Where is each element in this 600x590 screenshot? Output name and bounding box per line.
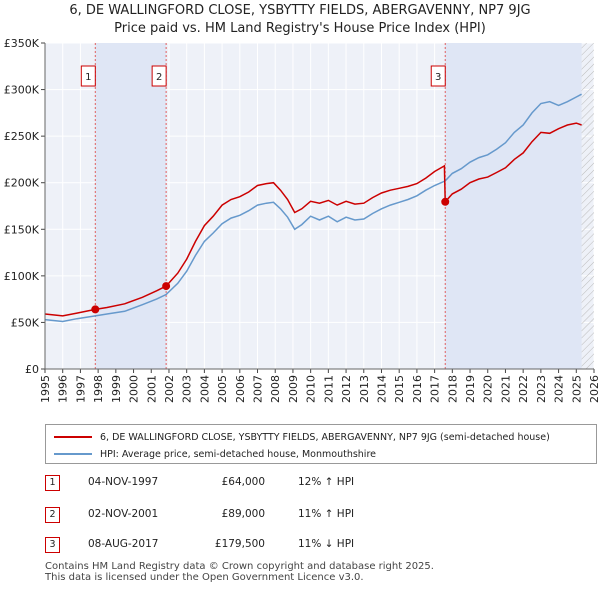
sale-label-box — [430, 65, 446, 87]
sale-label-number: 3 — [435, 72, 441, 83]
sale-number-badge: 2 — [45, 507, 60, 523]
y-tick-label: £250K — [4, 130, 40, 143]
sale-hpi-change: 11% ↑ HPI — [298, 508, 355, 520]
sale-number-badge: 3 — [45, 537, 60, 553]
sale-label-number: 1 — [85, 72, 91, 83]
x-tick-label: 2005 — [216, 375, 229, 403]
x-tick-label: 2003 — [181, 375, 194, 403]
x-tick-label: 2015 — [393, 375, 406, 403]
legend-label-hpi: HPI: Average price, semi-detached house,… — [100, 448, 376, 460]
sale-label-number: 2 — [156, 72, 162, 83]
x-tick-label: 2021 — [499, 375, 512, 403]
x-tick-label: 2023 — [535, 375, 548, 403]
x-tick-label: 2001 — [145, 375, 158, 403]
x-tick-label: 2002 — [163, 375, 176, 403]
x-tick-label: 1998 — [92, 375, 105, 403]
x-tick-label: 2018 — [446, 375, 459, 403]
chart-title: 6, DE WALLINGFORD CLOSE, YSBYTTY FIELDS,… — [69, 3, 531, 18]
x-tick-label: 1997 — [74, 375, 87, 403]
x-tick-label: 2026 — [588, 375, 600, 403]
hpi-line — [44, 93, 582, 323]
sale-period-shade — [95, 43, 167, 369]
x-tick-label: 2014 — [375, 375, 388, 403]
sale-number-badge: 1 — [45, 475, 60, 491]
x-tick-label: 2009 — [287, 375, 300, 403]
y-tick-label: £350K — [4, 37, 40, 50]
chart-subtitle: Price paid vs. HM Land Registry's House … — [114, 21, 486, 36]
legend-item-property: 6, DE WALLINGFORD CLOSE, YSBYTTY FIELDS,… — [54, 429, 550, 445]
legend-item-hpi: HPI: Average price, semi-detached house,… — [54, 446, 376, 462]
y-tick-label: £200K — [4, 177, 40, 190]
x-tick-label: 2006 — [234, 375, 247, 403]
x-tick-label: 2019 — [464, 375, 477, 403]
series-lines — [44, 93, 582, 323]
x-tick-label: 2020 — [482, 375, 495, 403]
y-tick-label: £0 — [25, 363, 39, 376]
x-tick-label: 2004 — [198, 375, 211, 403]
legend-swatch-hpi — [54, 453, 92, 455]
x-tick-label: 2017 — [429, 375, 442, 403]
forecast-hatch — [581, 43, 594, 369]
footer-attribution: Contains HM Land Registry data © Crown c… — [45, 561, 434, 583]
x-tick-label: 2016 — [411, 375, 424, 403]
sale-markers: 1 2 3 — [80, 65, 450, 314]
x-tick-label: 2010 — [305, 375, 318, 403]
sale-price: £64,000 — [221, 476, 265, 488]
chart-title-block: 6, DE WALLINGFORD CLOSE, YSBYTTY FIELDS,… — [0, 2, 600, 38]
x-tick-label: 1995 — [39, 375, 52, 403]
sale-hpi-change: 11% ↓ HPI — [298, 538, 355, 550]
footer-licence: This data is licensed under the Open Gov… — [45, 572, 364, 583]
legend-label-property: 6, DE WALLINGFORD CLOSE, YSBYTTY FIELDS,… — [100, 431, 550, 443]
x-tick-label: 2008 — [269, 375, 282, 403]
y-tick-label: £300K — [4, 84, 40, 97]
footer-copyright: Contains HM Land Registry data © Crown c… — [45, 561, 434, 572]
legend-swatch-property — [54, 436, 92, 438]
sale-date: 02-NOV-2001 — [88, 508, 159, 520]
x-tick-label: 2012 — [340, 375, 353, 403]
x-tick-label: 1996 — [57, 375, 70, 403]
legend: 6, DE WALLINGFORD CLOSE, YSBYTTY FIELDS,… — [45, 424, 597, 464]
x-tick-label: 2011 — [322, 375, 335, 403]
sale-period-shade — [445, 43, 582, 369]
sale-point — [162, 282, 171, 291]
x-tick-label: 1999 — [110, 375, 123, 403]
sale-label-box — [151, 65, 167, 87]
sale-price: £89,000 — [221, 508, 265, 520]
x-tick-label: 2024 — [553, 375, 566, 403]
sale-label-box — [80, 65, 96, 87]
price-chart: 1 2 3 £0 £50K £100K £150K £200K £250K £300K £350K… — [4, 37, 600, 403]
y-tick-label: £50K — [11, 316, 40, 329]
sale-date: 08-AUG-2017 — [88, 538, 159, 550]
x-tick-label: 2025 — [570, 375, 583, 403]
property-price-line — [44, 122, 582, 317]
x-tick-label: 2022 — [517, 375, 530, 403]
sale-hpi-change: 12% ↑ HPI — [298, 476, 355, 488]
x-tick-label: 2007 — [252, 375, 265, 403]
x-tick-label: 2013 — [358, 375, 371, 403]
x-tick-label: 2000 — [128, 375, 141, 403]
axes: £0 £50K £100K £150K £200K £250K £300K £350K 1995… — [4, 37, 600, 403]
shaded-ranges — [94, 43, 594, 369]
sale-date: 04-NOV-1997 — [88, 476, 159, 488]
y-tick-label: £100K — [4, 270, 40, 283]
sale-point — [91, 305, 100, 314]
sale-price: £179,500 — [214, 538, 265, 550]
sale-point — [441, 197, 450, 206]
y-tick-label: £150K — [4, 223, 40, 236]
